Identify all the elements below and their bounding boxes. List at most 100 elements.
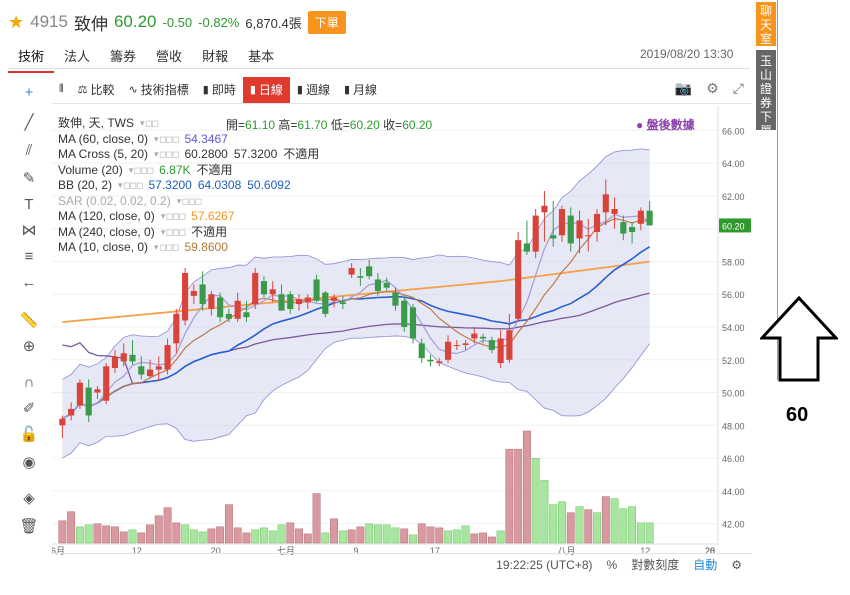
candle-body [620, 222, 627, 234]
brush-icon[interactable]: ✎ [22, 170, 36, 187]
legend-controls-icon[interactable]: ▾ ◻◻◻ [154, 133, 179, 144]
candle-body [471, 333, 478, 339]
layers-icon[interactable]: ◈ [23, 490, 35, 507]
volume-bar [242, 532, 251, 544]
volume-bar [628, 506, 637, 544]
volume-bar [93, 523, 102, 544]
legend-controls-icon[interactable]: ▾ ◻◻◻ [160, 226, 186, 237]
interval-weekly-button[interactable]: ▮ 週線 [290, 77, 337, 103]
close-label: 收= [383, 118, 403, 132]
fib-tool-icon[interactable]: ≡ [24, 248, 34, 265]
x-tick-label: 20 [705, 546, 715, 556]
tab-margin[interactable]: 籌券 [110, 49, 137, 64]
tab-revenue[interactable]: 營收 [156, 49, 183, 64]
tab-financials[interactable]: 財報 [202, 49, 229, 64]
trash-icon[interactable]: 🗑 [19, 518, 39, 535]
volume-bar [645, 522, 654, 544]
auto-scale-toggle[interactable]: 自動 [693, 558, 718, 572]
candle-body [418, 343, 425, 359]
chat-room-button[interactable]: 聊天室 [756, 2, 776, 46]
candle-body [103, 366, 110, 401]
bollinger-band-fill [62, 148, 650, 459]
legend-label: MA Cross (5, 20) [58, 147, 149, 161]
candle-body [593, 213, 601, 232]
candle-body [366, 266, 373, 277]
pattern-icon[interactable]: ⋈ [21, 222, 37, 239]
pitchfork-icon[interactable]: ⫽ [25, 142, 33, 159]
after-market-data[interactable]: ● 盤後數據 [636, 118, 695, 132]
legend-controls-icon[interactable]: ▾ ◻◻◻ [154, 242, 179, 252]
legend-label: MA (10, close, 0) [58, 240, 149, 254]
right-sidebar: 聊天室 玉山證券下單 [756, 2, 778, 138]
candle-body [646, 210, 653, 226]
volume-bar [566, 512, 575, 544]
eye-icon[interactable]: ◉ [22, 454, 36, 471]
volume-bar [409, 534, 417, 544]
camera-icon[interactable]: 📷 [674, 80, 693, 96]
zoom-in-icon[interactable]: ⊕ [22, 338, 36, 355]
interval-realtime-button[interactable]: ▮ 即時 [196, 77, 243, 103]
volume-bar [128, 529, 137, 544]
tab-institutional[interactable]: 法人 [64, 49, 91, 64]
candle-body [304, 297, 311, 303]
y-tick-label: 54.00 [722, 323, 745, 333]
volume-bar [593, 512, 601, 544]
magnet-icon[interactable]: ∩ [23, 374, 35, 391]
candlestick-chart[interactable]: 66.0064.0062.0060.0058.0056.0054.0052.00… [52, 106, 752, 576]
legend-controls-icon[interactable]: ▾ ◻◻◻ [128, 164, 154, 175]
volume-bar [189, 529, 198, 544]
legend-row: Volume (20) ▾ ◻◻◻ 6.87K 不適用 [58, 163, 319, 179]
drawing-toolbar: + ╱ ⫽ ✎ T ⋈ ≡ ← 📏 ⊕ ∩ ✐ 🔓 ◉ ◈ 🗑 [12, 78, 46, 548]
open-label: 開= [226, 118, 246, 132]
log-scale-toggle[interactable]: 對數刻度 [631, 558, 680, 572]
indicators-button[interactable]: ∿ 技術指標 [122, 77, 196, 103]
annotation-label: 60 [786, 404, 809, 426]
legend-label: SAR (0.02, 0.02, 0.2) [58, 193, 171, 208]
fullscreen-icon[interactable]: ⤢ [732, 80, 744, 96]
ruler-icon[interactable]: 📏 [19, 312, 39, 329]
candle-body [68, 408, 75, 416]
tab-bar: 技術 法人 籌券 營收 財報 基本 [8, 46, 284, 73]
trend-line-icon[interactable]: ╱ [24, 114, 34, 131]
volume-bar [496, 530, 505, 544]
legend-row: MA (120, close, 0) ▾ ◻◻◻ 57.6267 [58, 209, 319, 225]
compare-button[interactable]: ⚖ 比較 [71, 77, 122, 103]
lock-drawing-icon[interactable]: ✐ [22, 400, 36, 417]
candle-body [85, 387, 92, 416]
volume-bar [584, 509, 593, 544]
crosshair-icon[interactable]: + [24, 84, 34, 101]
ma-5-line [62, 213, 650, 420]
interval-daily-button[interactable]: ▮ 日線 [242, 76, 290, 103]
arrow-left-icon[interactable]: ← [21, 274, 37, 291]
order-button[interactable]: 下單 [307, 10, 346, 34]
y-tick-label: 56.00 [722, 290, 745, 300]
lock-icon[interactable]: 🔓 [19, 426, 39, 443]
interval-monthly-button[interactable]: ▮ 月線 [337, 77, 384, 103]
legend-label: MA (120, close, 0) [58, 209, 155, 223]
volume-bar [505, 448, 514, 544]
candle-type-button[interactable]: ⫴ [52, 77, 71, 103]
gear-icon[interactable]: ⚙ [706, 80, 719, 96]
tab-technical[interactable]: 技術 [8, 46, 55, 73]
tab-basic[interactable]: 基本 [248, 49, 275, 64]
y-tick-label: 48.00 [722, 421, 745, 431]
candle-body [313, 279, 320, 301]
legend-controls-icon[interactable]: ▾ ◻◻ [140, 118, 159, 128]
favorite-star-icon[interactable]: ★ [8, 11, 25, 32]
candle-body [269, 289, 276, 295]
broker-order-button[interactable]: 玉山證券下單 [756, 50, 776, 138]
text-tool-icon[interactable]: T [24, 196, 34, 213]
after-market-label: 盤後數據 [646, 118, 695, 132]
x-tick-label: 七月 [277, 546, 295, 556]
gear-icon[interactable]: ⚙ [731, 557, 742, 572]
quote-datetime: 2019/08/20 13:30 [640, 47, 734, 61]
trade-volume: 6,870.4張 [245, 15, 302, 31]
volume-bar [198, 531, 207, 544]
legend-controls-icon[interactable]: ▾ ◻◻◻ [118, 180, 143, 190]
legend-controls-icon[interactable]: ▾ ◻◻◻ [154, 149, 179, 159]
legend-controls-icon[interactable]: ▾ ◻◻◻ [176, 195, 202, 206]
percent-scale-toggle[interactable]: % [606, 557, 618, 572]
candle-body [401, 300, 408, 327]
candle-body [331, 297, 338, 301]
legend-controls-icon[interactable]: ▾ ◻◻◻ [160, 211, 186, 221]
